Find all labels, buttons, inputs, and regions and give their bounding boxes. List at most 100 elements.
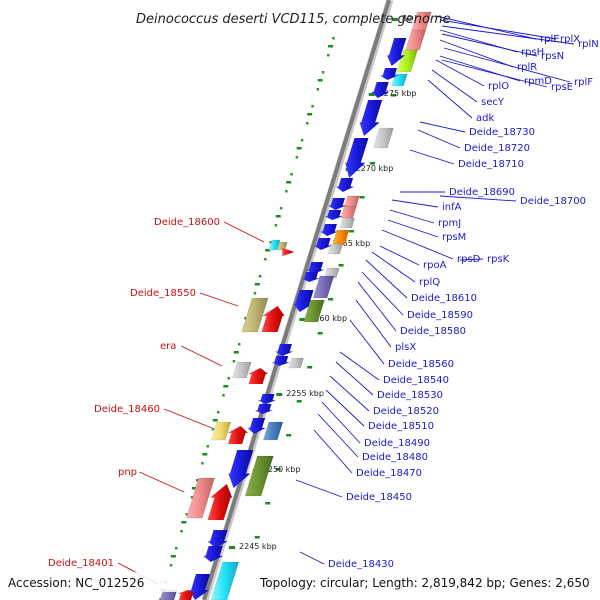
label-left: Deide_18401 — [48, 558, 114, 569]
label-left: Deide_18550 — [130, 288, 196, 299]
guide-dot — [274, 224, 278, 227]
label-right-connector — [365, 259, 408, 299]
guide-tick — [296, 147, 302, 150]
outer-tick — [275, 468, 281, 471]
gene-Deide_18560-shape — [288, 357, 304, 369]
label-left-connector — [199, 292, 239, 307]
gene-rpl — [405, 29, 427, 51]
label-right-connector — [419, 121, 466, 133]
label-right: Deide_18450 — [346, 492, 412, 503]
label-right-connector — [439, 195, 517, 202]
gene-forward-shape — [359, 100, 383, 136]
kbp-tick-mark — [229, 546, 236, 549]
guide-dot — [316, 88, 320, 91]
label-right-connector — [355, 299, 392, 348]
label-right: Deide_18730 — [469, 127, 535, 138]
label-right: rpsK — [487, 254, 510, 265]
gene-reverse-shape — [282, 248, 295, 256]
label-right: Deide_18610 — [411, 293, 477, 304]
label-right: plsX — [395, 342, 416, 353]
gene-reverse-shape — [261, 306, 285, 332]
gene-rpsM-shape — [339, 217, 356, 229]
gene-plsX — [303, 299, 325, 323]
label-right: Deide_18470 — [356, 468, 422, 479]
gene-forward — [301, 272, 320, 282]
label-right-connector — [427, 79, 473, 119]
guide-tick — [212, 419, 218, 422]
gene-forward-shape — [293, 290, 314, 312]
label-right: Deide_18480 — [362, 452, 428, 463]
label-right-connector — [439, 19, 557, 40]
label-right: rplN — [578, 39, 599, 50]
gene-forward-shape — [320, 224, 339, 236]
outer-tick — [349, 230, 355, 233]
label-left: pnp — [118, 467, 137, 478]
label-right-connector — [441, 33, 538, 57]
kbp-tick-mark — [368, 93, 375, 96]
guide-dot — [185, 513, 189, 516]
gene-era-shape — [232, 361, 252, 379]
label-right: Deide_18530 — [377, 390, 443, 401]
gene-reverse — [282, 248, 295, 256]
gene-forward-shape — [301, 272, 320, 282]
gene-forward — [247, 418, 266, 434]
gene-forward — [320, 224, 339, 236]
guide-tick — [223, 385, 229, 388]
gene-forward — [275, 344, 294, 356]
kbp-label: 2255 kbp — [286, 389, 324, 398]
label-right-connector — [325, 389, 365, 427]
guide-dot — [321, 71, 325, 74]
gene-reverse-shape — [248, 368, 269, 384]
gene-Deide_18470-shape — [244, 455, 274, 497]
label-right-connector — [441, 59, 548, 88]
label-right-connector — [409, 149, 455, 165]
label-right: rpsD — [457, 254, 481, 265]
guide-dot — [237, 343, 241, 346]
kbp-tick-mark — [276, 393, 283, 396]
label-right: rpsN — [541, 51, 564, 62]
guide-dot — [232, 360, 236, 363]
guide-dot — [285, 190, 288, 193]
guide-dot — [169, 564, 173, 567]
gene-reverse-shape — [207, 484, 233, 520]
gene-Deide_18590 — [312, 275, 335, 299]
guide-dot — [216, 411, 220, 414]
guide-dot — [201, 462, 204, 465]
gene-infA — [344, 195, 360, 207]
gene-forward-shape — [247, 418, 266, 434]
label-right-connector — [439, 39, 514, 68]
label-right: secY — [481, 97, 505, 108]
gene-forward-shape — [380, 68, 399, 80]
label-right: Deide_18430 — [328, 559, 394, 570]
guide-dot — [206, 445, 209, 448]
outer-tick — [317, 332, 323, 335]
label-right: infA — [442, 202, 462, 213]
kbp-label: 2245 kbp — [239, 542, 277, 551]
gene-Deide_18550-shape — [241, 297, 269, 333]
gene-reverse — [248, 368, 269, 384]
label-right-connector — [391, 199, 439, 208]
outer-tick — [265, 502, 271, 505]
label-left: Deide_18600 — [154, 217, 220, 228]
label-right-connector — [435, 59, 485, 87]
guide-tick — [181, 521, 187, 524]
guide-tick — [170, 555, 176, 558]
label-right-connector — [295, 479, 343, 498]
label-right: rpmD — [524, 76, 552, 87]
gene-Deide_18460 — [210, 421, 232, 441]
label-right: rplR — [517, 62, 537, 73]
gene-Deide_18730 — [373, 127, 394, 149]
gene-rpoA-shape — [327, 243, 344, 255]
outer-tick — [296, 400, 302, 403]
outer-tick — [370, 162, 376, 165]
gene-rpsD-shape — [332, 229, 350, 245]
guide-dot — [190, 496, 194, 499]
label-right-connector — [317, 413, 359, 458]
label-right: Deide_18520 — [373, 406, 439, 417]
gene-forward-shape — [254, 404, 273, 414]
outer-tick — [328, 298, 334, 301]
gene-reverse-shape — [177, 590, 196, 600]
gene-era — [232, 361, 252, 379]
gene-plsX-shape — [303, 299, 325, 323]
